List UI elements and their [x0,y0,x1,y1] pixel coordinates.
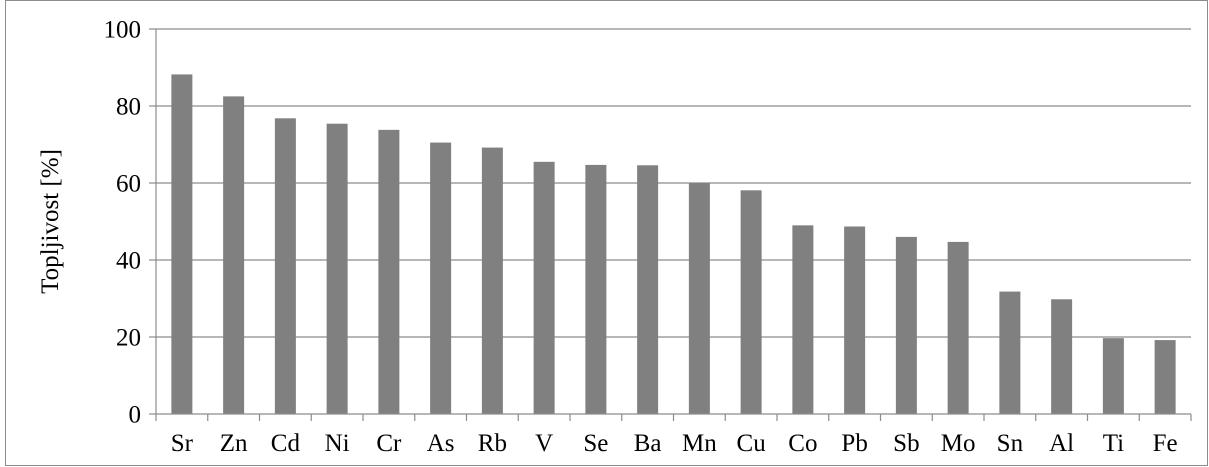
bar-v [533,161,555,414]
bar-pb [844,226,866,414]
bar-rb [481,147,503,414]
grid-lines [156,28,1191,338]
x-tick-label: Se [583,430,608,457]
bar-cd [274,118,296,414]
y-axis-title: Topljivost [%] [37,149,64,294]
bar-chart: 0 20 40 60 80 100 Sr Zn Cd Ni Cr As Rb V Se Ba Mn Cu Co Pb… [37,17,1192,457]
x-tick-label: Ti [1103,430,1124,457]
x-tick-label: Zn [220,430,248,457]
bar-ba [637,165,659,414]
x-tick-label: Fe [1153,430,1178,457]
x-tick-label: As [427,430,455,457]
x-tick-label: Ba [634,430,662,457]
bar-ti [1102,338,1124,414]
bar-mn [688,183,710,414]
bar-mo [947,241,969,414]
y-tick-label: 100 [104,17,142,44]
x-tick-label: Al [1049,430,1074,457]
x-tick-label: Pb [841,430,867,457]
bar-co [792,225,814,414]
y-tick-labels: 0 20 40 60 80 100 [104,17,142,429]
y-tick-label: 40 [116,248,141,275]
x-tick-label: Sn [997,430,1024,457]
bar-sn [999,291,1021,414]
y-tick-label: 60 [116,171,141,198]
y-tick-label: 20 [116,325,141,352]
bar-al [1051,299,1073,414]
x-tick-label: Cd [271,430,301,457]
x-tick-label: V [535,430,553,457]
bar-fe [1154,340,1176,414]
bar-sb [895,236,917,414]
bar-as [430,142,452,414]
bar-se [585,164,607,414]
bar-ni [326,123,348,415]
x-tick-label: Mo [941,430,976,457]
bar-zn [223,96,245,414]
y-tick-label: 80 [116,94,141,121]
bar-cr [378,129,400,414]
x-tick-label: Co [788,430,817,457]
bar-cu [740,190,762,414]
x-tick-label: Sr [171,430,194,457]
x-tick-label: Sb [893,430,919,457]
bars [171,74,1176,415]
chart-frame: 0 20 40 60 80 100 Sr Zn Cd Ni Cr As Rb V Se Ba Mn Cu Co Pb… [5,0,1208,466]
x-tick-label: Rb [478,430,507,457]
axes [149,28,1192,421]
bar-sr [171,74,193,415]
x-tick-label: Cu [737,430,767,457]
x-tick-label: Cr [376,430,402,457]
x-tick-label: Mn [682,430,717,457]
y-tick-label: 0 [129,402,142,429]
x-tick-labels: Sr Zn Cd Ni Cr As Rb V Se Ba Mn Cu Co Pb Sb Mo Sn Al Ti Fe [171,430,1178,457]
x-tick-label: Ni [325,430,350,457]
